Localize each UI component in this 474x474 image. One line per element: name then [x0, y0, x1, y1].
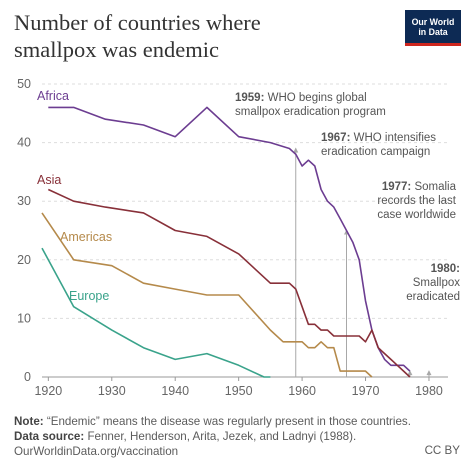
annotation-text: records the last [377, 195, 456, 207]
annotation-arrow [293, 147, 299, 153]
annotation-text: 1977: Somalia [382, 181, 457, 193]
logo-line-1: Our World [411, 16, 455, 27]
annotation-text: smallpox eradication program [235, 106, 386, 118]
series-label-americas: Americas [60, 230, 112, 244]
x-tick-label: 1940 [161, 384, 189, 398]
annotation-year: 1959: [235, 92, 264, 104]
note-text: “Endemic” means the disease was regularl… [43, 415, 411, 428]
y-tick-label: 30 [17, 194, 31, 208]
series-line-europe [41, 247, 271, 378]
annotation-year: 1977: [382, 181, 411, 193]
source-text: Fenner, Henderson, Arita, Jezek, and Lad… [84, 430, 357, 443]
chart-title: Number of countries where smallpox was e… [14, 10, 261, 62]
y-tick-label: 0 [24, 370, 31, 384]
annotation-desc: WHO intensifies [350, 132, 436, 144]
x-tick-label: 1930 [98, 384, 126, 398]
footer-url[interactable]: OurWorldinData.org/vaccination [14, 445, 179, 458]
series-line-africa [48, 106, 411, 372]
annotation-text: 1967: WHO intensifies [321, 132, 436, 144]
x-tick-label: 1960 [288, 384, 316, 398]
annotation-desc: Somalia [411, 181, 456, 193]
series-line-americas [41, 212, 373, 378]
note-label: Note: [14, 415, 44, 428]
license-link[interactable]: CC BY [424, 444, 460, 457]
series-line-asia [47, 188, 411, 378]
x-tick-label: 1920 [34, 384, 62, 398]
logo-line-2: in Data [418, 26, 448, 37]
footer-note: Note: “Endemic” means the disease was re… [14, 414, 464, 429]
annotation-year: 1980: [431, 263, 460, 275]
y-tick-label: 10 [17, 311, 31, 325]
y-tick-label: 20 [17, 253, 31, 267]
annotation-text: eradicated [406, 291, 460, 303]
series-label-asia: Asia [37, 173, 61, 187]
series-label-europe: Europe [69, 289, 109, 303]
line-chart: 0 10 20 30 40 50 1920 1930 1940 1950 1960 1970 1980 A… [17, 77, 461, 398]
y-tick-label: 40 [17, 136, 31, 150]
annotation-text: case worldwide [377, 209, 456, 221]
owid-logo[interactable]: Our World in Data [405, 10, 461, 46]
annotation-year: 1967: [321, 132, 350, 144]
annotation-arrow [426, 370, 432, 376]
annotation-desc: WHO begins global [264, 92, 366, 104]
footer-source: Data source: Fenner, Henderson, Arita, J… [14, 429, 464, 444]
chart-footer: Note: “Endemic” means the disease was re… [14, 414, 464, 459]
source-label: Data source: [14, 430, 85, 443]
annotation-text: eradication campaign [321, 146, 430, 158]
x-tick-label: 1980 [415, 384, 443, 398]
annotation-arrow [407, 370, 413, 376]
series-label-africa: Africa [37, 89, 69, 103]
x-tick-label: 1950 [225, 384, 253, 398]
x-tick-label: 1970 [352, 384, 380, 398]
annotation-text: 1959: WHO begins global [235, 92, 367, 104]
annotation-text: 1980: [431, 263, 460, 275]
y-tick-label: 50 [17, 77, 31, 91]
annotation-text: Smallpox [413, 277, 461, 289]
